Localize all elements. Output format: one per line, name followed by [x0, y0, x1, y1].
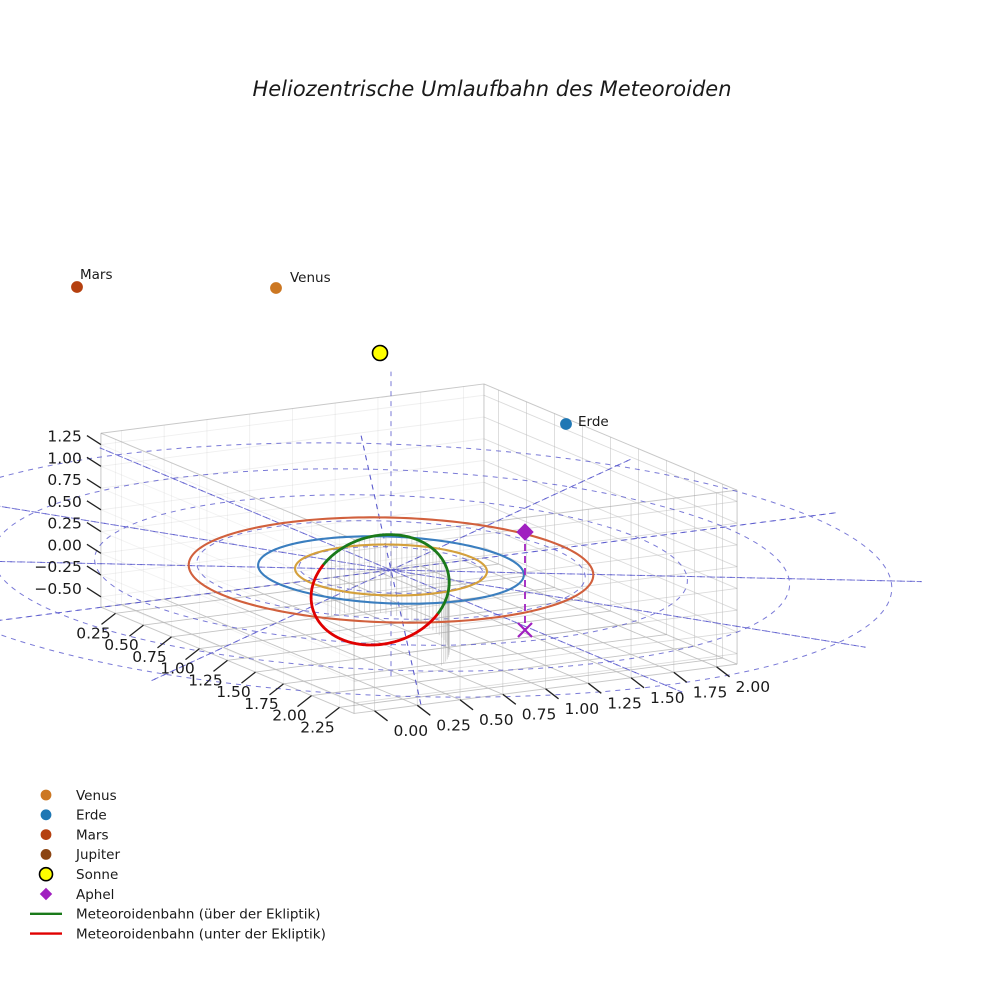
mars-marker [71, 281, 83, 293]
z-tick-label: −0.50 [34, 580, 82, 598]
y-tick-label: 2.00 [736, 678, 771, 696]
meteoroid-orbit-below-ecliptic [383, 613, 439, 646]
legend-label-2: Mars [76, 827, 109, 843]
z-tick-label: −0.25 [34, 558, 82, 576]
y-tick-label: 1.25 [607, 694, 642, 712]
legend-label-5: Aphel [76, 887, 114, 903]
y-tick-label: 1.75 [693, 683, 728, 701]
aphel-projection-marker-2 [517, 622, 533, 638]
y-tick-label: 0.00 [394, 722, 429, 740]
legend-marker-3 [40, 849, 52, 860]
z-tick-label: 0.50 [47, 493, 82, 511]
legend-label-6: Meteoroidenbahn (über der Ekliptik) [76, 907, 321, 923]
legend-marker-5 [39, 887, 53, 901]
erde-orbit [257, 535, 525, 605]
x-tick-label: 0.50 [104, 636, 139, 654]
z-tick-label: 1.00 [47, 449, 82, 467]
mars-label: Mars [80, 267, 113, 283]
x-tick-label: 1.75 [244, 695, 279, 713]
z-tick-label: 0.25 [47, 515, 82, 533]
mars-orbit [187, 516, 595, 624]
y-tick-label: 0.75 [522, 705, 557, 723]
ecliptic-ring [298, 546, 484, 594]
x-tick-label: 1.50 [216, 683, 251, 701]
legend-label-1: Erde [76, 808, 107, 824]
legend-marker-2 [40, 829, 52, 840]
z-tick-label: 0.75 [47, 471, 82, 489]
legend-label-7: Meteoroidenbahn (unter der Ekliptik) [76, 926, 326, 942]
legend-marker-1 [40, 809, 52, 821]
venus-marker [270, 282, 282, 294]
x-tick-label: 0.25 [76, 624, 111, 642]
x-tick-label: 2.00 [272, 707, 307, 725]
legend-marker-0 [40, 789, 52, 801]
y-tick-label: 0.50 [479, 711, 514, 729]
venus-orbit [293, 543, 489, 597]
y-tick-label: 1.00 [565, 700, 600, 718]
sonne-marker [371, 344, 389, 362]
venus-label: Venus [290, 270, 331, 286]
x-tick-label: 2.25 [300, 718, 335, 736]
meteoroid-orbit-below-ecliptic [309, 564, 387, 647]
y-tick-label: 1.50 [650, 689, 685, 707]
z-tick-label: 0.00 [47, 536, 82, 554]
erde-label: Erde [578, 414, 609, 430]
legend-label-0: Venus [76, 788, 117, 804]
x-tick-label: 0.75 [132, 648, 167, 666]
x-tick-label: 1.25 [188, 671, 223, 689]
legend-marker-4 [38, 866, 54, 882]
aphel-marker [516, 523, 534, 541]
legend-label-4: Sonne [76, 867, 118, 883]
page-title: Heliozentrische Umlaufbahn des Meteoroid… [252, 77, 731, 101]
y-tick-label: 0.25 [436, 716, 471, 734]
x-tick-label: 1.00 [160, 660, 195, 678]
erde-marker [560, 418, 572, 430]
z-tick-label: 1.25 [47, 428, 82, 446]
meteoroid-orbit-above-ecliptic [321, 533, 451, 616]
legend-label-3: Jupiter [75, 847, 120, 863]
